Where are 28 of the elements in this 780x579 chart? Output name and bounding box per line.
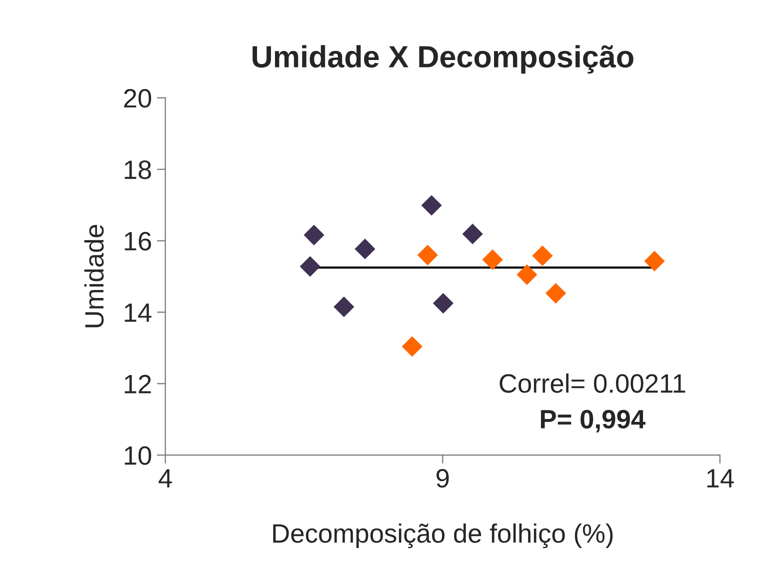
annotation: Correl= 0.00211 — [500, 373, 686, 393]
y-tick-label: 18 — [124, 160, 152, 180]
x-tick-label: 14 — [707, 469, 734, 488]
point — [304, 224, 324, 246]
chart-title: Umidade X Decomposição — [252, 45, 634, 74]
y-tick-label: 12 — [124, 374, 151, 394]
point — [432, 292, 454, 314]
point — [482, 249, 503, 270]
x-tick-label: 9 — [436, 468, 449, 488]
point — [462, 224, 483, 244]
point — [402, 336, 422, 357]
point — [644, 250, 665, 272]
point — [545, 282, 566, 304]
point — [532, 245, 553, 266]
annotation: P= 0,994 — [540, 410, 646, 432]
y-tick-label: 10 — [124, 446, 152, 465]
y-tick-label: 16 — [124, 232, 152, 251]
point — [300, 256, 320, 277]
point — [421, 195, 442, 216]
y-axis-title: Umidade — [84, 224, 104, 328]
x-tick-label: 4 — [158, 469, 172, 488]
point — [516, 264, 538, 285]
x-axis-title: Decomposição de folhiço (%) — [273, 523, 613, 548]
point — [354, 238, 376, 260]
y-tick-label: 20 — [124, 88, 152, 108]
point — [334, 296, 354, 318]
y-tick-label: 14 — [124, 304, 152, 322]
point — [417, 244, 438, 266]
